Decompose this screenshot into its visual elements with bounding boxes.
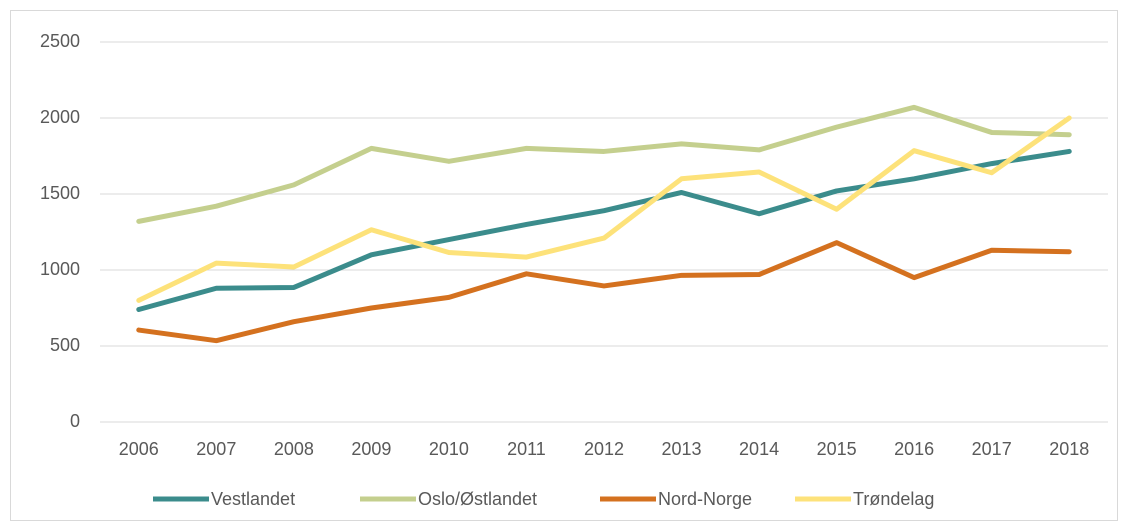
- y-tick-label: 500: [50, 335, 80, 355]
- series-line: [136, 240, 1072, 344]
- x-tick-label: 2013: [662, 439, 702, 459]
- x-tick-label: 2018: [1049, 439, 1089, 459]
- x-tick-label: 2008: [274, 439, 314, 459]
- legend-label: Nord-Norge: [658, 489, 752, 509]
- x-tick-label: 2012: [584, 439, 624, 459]
- legend-label: Vestlandet: [211, 489, 295, 509]
- x-tick-label: 2009: [351, 439, 391, 459]
- y-tick-label: 0: [70, 411, 80, 431]
- series-line: [136, 148, 1072, 313]
- chart-border: [10, 10, 1118, 521]
- x-tick-label: 2011: [507, 439, 546, 459]
- y-tick-label: 2000: [40, 107, 80, 127]
- x-tick-label: 2006: [119, 439, 159, 459]
- legend-label: Trøndelag: [853, 489, 934, 509]
- series-line: [136, 115, 1072, 303]
- y-tick-label: 2500: [40, 31, 80, 51]
- y-tick-label: 1000: [40, 259, 80, 279]
- x-tick-label: 2014: [739, 439, 779, 459]
- series-line: [136, 104, 1072, 224]
- legend-label: Oslo/Østlandet: [418, 489, 537, 509]
- x-tick-label: 2017: [972, 439, 1012, 459]
- x-tick-label: 2015: [817, 439, 857, 459]
- y-tick-label: 1500: [40, 183, 80, 203]
- x-tick-label: 2007: [196, 439, 236, 459]
- x-tick-label: 2016: [894, 439, 934, 459]
- x-tick-label: 2010: [429, 439, 469, 459]
